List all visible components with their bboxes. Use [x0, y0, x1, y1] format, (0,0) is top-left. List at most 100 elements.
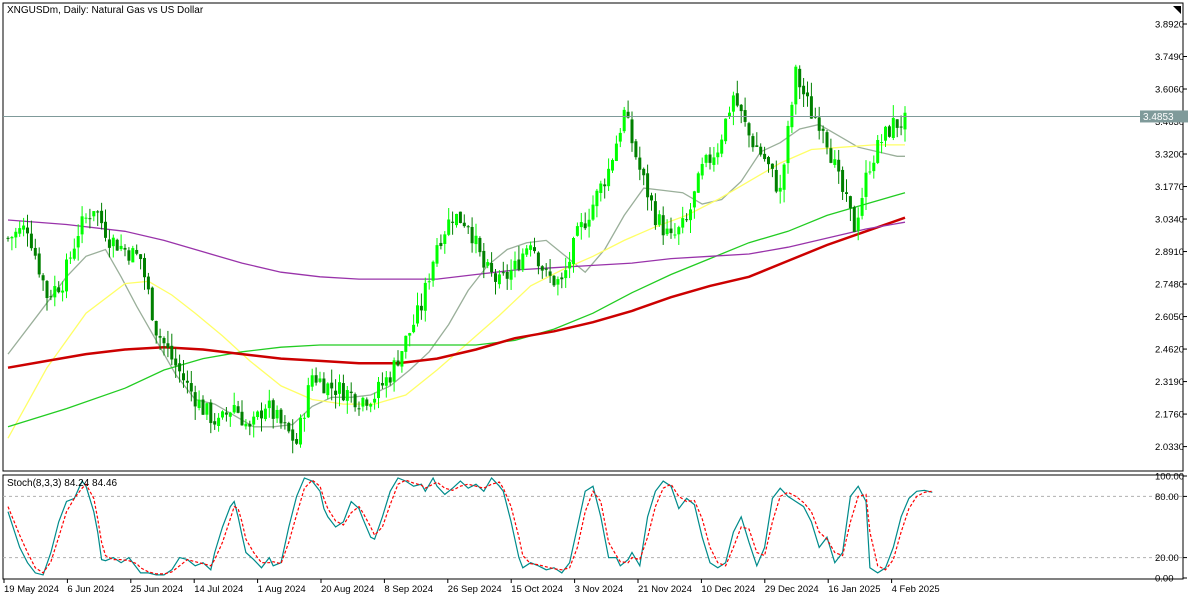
bull-candle-body: [876, 139, 880, 163]
bull-candle-body: [65, 259, 68, 292]
time-tick-label: 15 Oct 2024: [511, 584, 563, 595]
bull-candle-body: [72, 248, 76, 259]
bull-candle-body: [423, 282, 427, 311]
bear-candle-body: [829, 148, 833, 163]
current-price-tag-label: 3.4853: [1143, 112, 1174, 123]
bull-candle-body: [618, 132, 622, 142]
bear-candle-body: [813, 116, 817, 118]
bull-candle-body: [486, 262, 490, 266]
bull-candle-body: [443, 234, 447, 244]
bear-candle-body: [240, 411, 244, 426]
bear-candle-body: [466, 226, 470, 228]
bull-candle-body: [61, 290, 65, 293]
bull-candle-body: [833, 159, 837, 165]
price-chart-area[interactable]: 3.8920 3.7490 3.6060 3.4630 3.3200 3.1770 3.03…: [2, 2, 1188, 472]
stochastic-lines: [7, 476, 933, 576]
price-tick-label: 2.3190: [1155, 377, 1184, 388]
bull-candle-body: [299, 417, 302, 445]
bear-candle-body: [419, 305, 423, 311]
stochastic-panel[interactable]: 100.00 80.00 20.00 0.00 Stoch(8,3,3) 84.24 …: [2, 472, 1187, 585]
bull-candle-body: [408, 333, 412, 336]
bear-candle-body: [341, 383, 345, 401]
bear-candle-body: [139, 254, 143, 260]
bear-candle-body: [806, 92, 809, 97]
current-price-tag-bg: [1140, 110, 1188, 123]
bear-candle-body: [770, 163, 774, 169]
bear-candle-body: [583, 223, 587, 229]
bear-candle-body: [767, 157, 770, 165]
bear-candle-body: [45, 281, 49, 298]
price-tick-label: 2.6050: [1155, 312, 1184, 323]
bear-candle-body: [107, 239, 111, 248]
price-tick-label: 3.7490: [1155, 52, 1184, 63]
bear-candle-body: [548, 271, 552, 276]
bear-candle-body: [638, 157, 642, 170]
bull-candle-body: [263, 408, 267, 420]
bear-candle-body: [213, 421, 217, 425]
bear-candle-body: [899, 126, 903, 128]
bull-candle-body: [689, 209, 692, 221]
bear-candle-body: [482, 250, 486, 268]
bull-candle-body: [564, 270, 568, 279]
bear-candle-body: [603, 184, 607, 187]
bear-candle-body: [895, 119, 899, 128]
bull-candle-body: [521, 253, 525, 270]
bull-candle-body: [275, 409, 279, 419]
bear-candle-body: [478, 237, 482, 253]
bear-candle-body: [174, 358, 178, 366]
bull-candle-body: [587, 219, 591, 227]
bear-candle-body: [104, 221, 107, 238]
price-tick-label: 3.1770: [1155, 182, 1184, 193]
bear-candle-body: [630, 119, 634, 144]
bull-candle-body: [22, 225, 26, 230]
bear-candle-body: [774, 169, 778, 192]
bull-candle-body: [244, 423, 248, 427]
bull-candle-body: [252, 416, 256, 425]
bear-candle-body: [49, 296, 53, 298]
bear-candle-body: [887, 126, 891, 137]
bear-candle-body: [96, 211, 100, 213]
stochastic-axis: 100.00 80.00 20.00 0.00: [1155, 472, 1187, 585]
scroll-corner-icon[interactable]: [1173, 6, 1181, 14]
bear-candle-body: [189, 383, 193, 392]
time-tick-label: 16 Jan 2025: [828, 584, 880, 595]
bull-candle-body: [326, 383, 330, 396]
bull-candle-body: [786, 125, 790, 164]
bull-candle-body: [677, 227, 681, 235]
stoch_main-line: [7, 476, 933, 576]
bull-candle-body: [431, 261, 435, 281]
bull-candle-body: [572, 237, 575, 265]
bear-candle-body: [825, 132, 829, 148]
price-tick-label: 2.8910: [1155, 247, 1184, 258]
bear-candle-body: [41, 275, 45, 281]
bull-candle-body: [673, 234, 677, 236]
bear-candle-body: [26, 227, 29, 234]
bull-candle-body: [716, 152, 720, 158]
bull-candle-body: [724, 118, 728, 142]
bear-candle-body: [685, 219, 689, 221]
time-tick-label: 19 May 2024: [4, 584, 59, 595]
bear-candle-body: [642, 168, 646, 176]
price-tick-label: 2.0330: [1155, 442, 1184, 453]
bear-candle-body: [494, 273, 497, 282]
bull-candle-body: [416, 305, 419, 324]
bear-candle-body: [334, 390, 338, 395]
bear-candle-body: [845, 192, 848, 194]
bear-candle-body: [33, 247, 37, 256]
bear-candle-body: [747, 123, 751, 136]
bear-candle-body: [809, 96, 813, 119]
bear-candle-body: [123, 247, 127, 250]
bull-candle-body: [361, 397, 365, 407]
time-tick-label: 1 Aug 2024: [258, 584, 306, 595]
bull-candle-body: [868, 171, 872, 173]
price-tick-label: 3.6060: [1155, 85, 1184, 96]
time-tick-label: 29 Dec 2024: [765, 584, 819, 595]
bear-candle-body: [451, 221, 455, 223]
stochastic-tick-label: 20.00: [1155, 553, 1179, 564]
price-tick-label: 3.4630: [1155, 117, 1184, 128]
time-tick-label: 6 Jun 2024: [67, 584, 114, 595]
time-tick-label: 20 Aug 2024: [321, 584, 374, 595]
bull-candle-body: [782, 164, 786, 190]
bull-candle-body: [221, 411, 224, 418]
